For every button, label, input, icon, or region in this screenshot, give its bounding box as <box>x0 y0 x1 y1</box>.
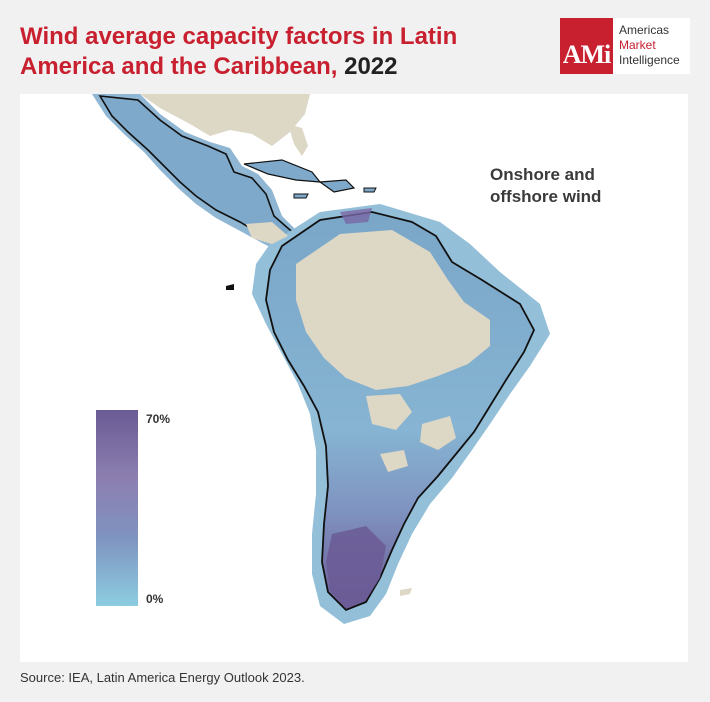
title-year: 2022 <box>344 53 398 80</box>
falklands-island <box>400 588 412 596</box>
caribbean-coast-high-wind <box>340 208 372 224</box>
galapagos-islands <box>226 284 234 290</box>
florida-land <box>288 124 308 156</box>
inland-zone-1 <box>366 394 412 430</box>
ami-logo: AMi Americas Market Intelligence <box>560 18 690 74</box>
jamaica-island <box>293 193 309 199</box>
logo-line-2: Market <box>619 38 656 52</box>
legend-min-label: 0% <box>146 592 164 606</box>
legend-max-label: 70% <box>146 412 171 426</box>
map-svg <box>92 94 550 624</box>
inland-zone-2 <box>420 416 456 450</box>
hispaniola-island <box>318 179 356 193</box>
source-note: Source: IEA, Latin America Energy Outloo… <box>20 670 305 685</box>
puerto-rico-island <box>363 187 377 193</box>
inland-zone-3 <box>380 450 408 472</box>
north-america-land <box>140 94 310 146</box>
title-text: Wind average capacity factors in Latin A… <box>20 23 458 80</box>
amazon-zone <box>296 230 490 390</box>
logo-line-1: Americas <box>619 23 670 37</box>
patagonia-high-wind <box>326 526 386 608</box>
central-america-zone <box>246 222 288 244</box>
map-panel: Onshore and offshore wind 70% 0% <box>20 94 688 662</box>
legend-color-bar <box>96 410 138 606</box>
logo-line-3: Intelligence <box>619 53 680 67</box>
logo-text: Americas Market Intelligence <box>613 18 680 74</box>
map-subtitle: Onshore and offshore wind <box>490 165 602 206</box>
logo-mark: AMi <box>560 18 613 74</box>
chart-title: Wind average capacity factors in Latin A… <box>20 22 490 82</box>
